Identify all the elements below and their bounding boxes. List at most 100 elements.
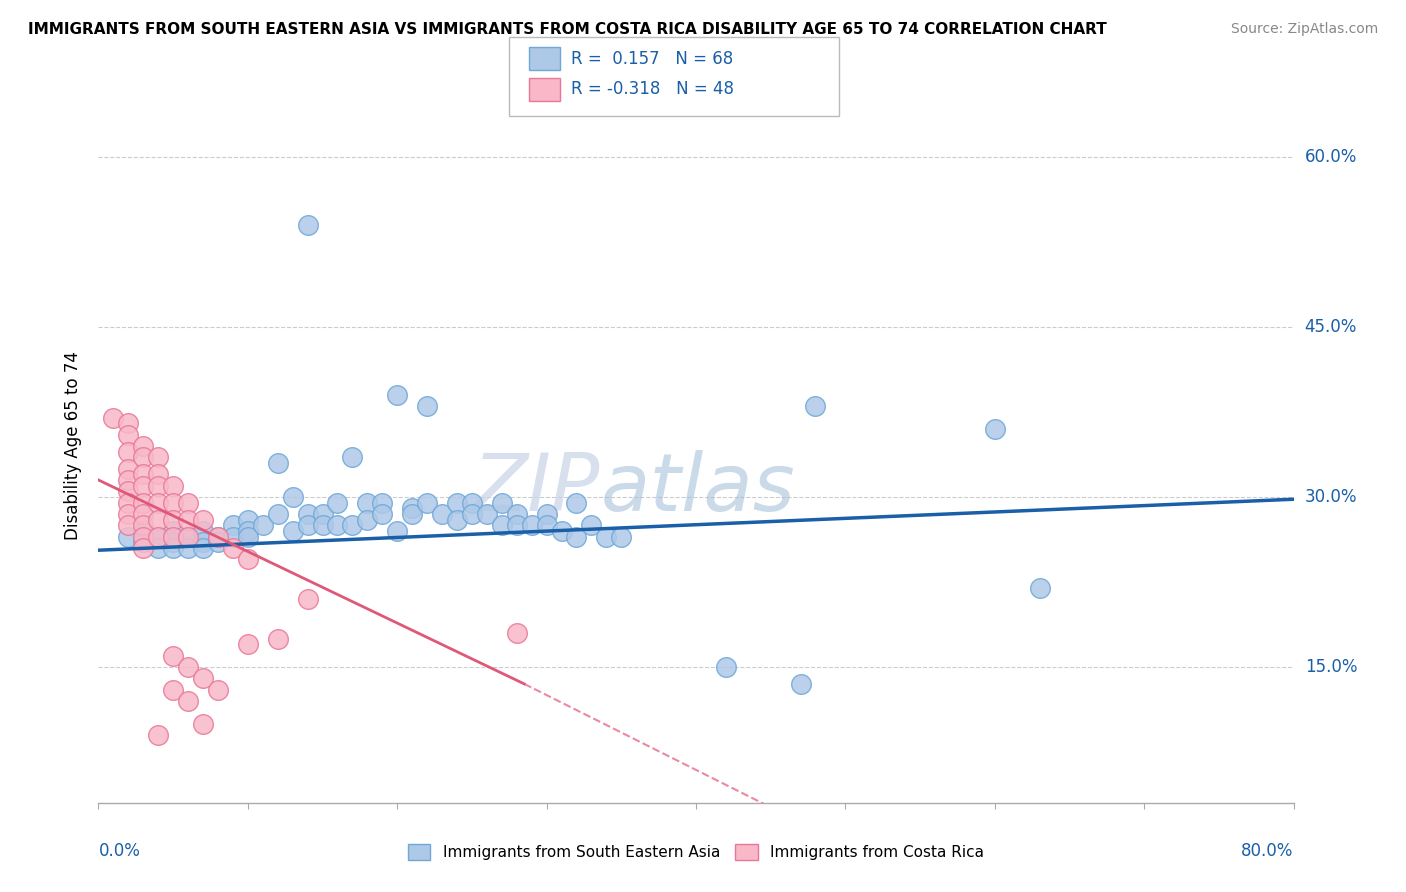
Point xyxy=(506,507,529,521)
Point xyxy=(267,507,290,521)
Point xyxy=(132,495,155,509)
Point xyxy=(191,513,214,527)
Point xyxy=(117,530,139,544)
Point xyxy=(371,507,394,521)
Text: R =  0.157   N = 68: R = 0.157 N = 68 xyxy=(571,50,733,68)
Point xyxy=(356,495,378,509)
Point xyxy=(1028,581,1050,595)
Point xyxy=(117,495,139,509)
Point xyxy=(804,400,827,414)
Point xyxy=(191,535,214,549)
Point xyxy=(475,507,498,521)
Point xyxy=(191,541,214,555)
Point xyxy=(162,648,184,663)
Point xyxy=(117,427,139,442)
Point xyxy=(236,637,259,651)
Point xyxy=(297,518,319,533)
Point xyxy=(491,518,513,533)
Point xyxy=(117,461,139,475)
Point xyxy=(565,530,588,544)
Point xyxy=(162,524,184,538)
Text: IMMIGRANTS FROM SOUTH EASTERN ASIA VS IMMIGRANTS FROM COSTA RICA DISABILITY AGE : IMMIGRANTS FROM SOUTH EASTERN ASIA VS IM… xyxy=(28,22,1107,37)
Point xyxy=(162,495,184,509)
Point xyxy=(446,495,468,509)
Point xyxy=(536,518,558,533)
Text: 60.0%: 60.0% xyxy=(1305,148,1357,166)
Point xyxy=(148,450,170,465)
Point xyxy=(177,660,200,674)
Point xyxy=(565,495,588,509)
Point xyxy=(714,660,737,674)
Point xyxy=(461,507,484,521)
Point xyxy=(430,507,453,521)
Point xyxy=(281,490,304,504)
Point xyxy=(550,524,572,538)
Point xyxy=(117,417,139,431)
Point xyxy=(506,518,529,533)
Point xyxy=(177,694,200,708)
Point xyxy=(401,501,423,516)
Point xyxy=(191,716,214,731)
Point xyxy=(385,388,409,402)
Point xyxy=(132,507,155,521)
Point xyxy=(177,513,200,527)
Point xyxy=(446,513,468,527)
Point xyxy=(236,524,259,538)
Text: atlas: atlas xyxy=(600,450,796,528)
Point xyxy=(595,530,617,544)
Point xyxy=(162,541,184,555)
Text: 15.0%: 15.0% xyxy=(1305,658,1357,676)
Point xyxy=(311,507,333,521)
Point xyxy=(416,495,439,509)
Text: 30.0%: 30.0% xyxy=(1305,488,1357,506)
Point xyxy=(222,541,245,555)
Point xyxy=(177,530,200,544)
Text: 45.0%: 45.0% xyxy=(1305,318,1357,336)
Point xyxy=(416,400,439,414)
Text: 80.0%: 80.0% xyxy=(1241,842,1294,860)
Point xyxy=(148,467,170,482)
Point xyxy=(132,524,155,538)
Legend: Immigrants from South Eastern Asia, Immigrants from Costa Rica: Immigrants from South Eastern Asia, Immi… xyxy=(401,838,991,866)
Point xyxy=(148,478,170,492)
Point xyxy=(371,495,394,509)
Point xyxy=(117,444,139,458)
Point xyxy=(236,513,259,527)
Point xyxy=(148,495,170,509)
Point xyxy=(117,484,139,499)
Point xyxy=(162,682,184,697)
Point xyxy=(132,478,155,492)
Point xyxy=(117,518,139,533)
Point xyxy=(162,535,184,549)
Point xyxy=(207,535,229,549)
Point xyxy=(342,518,364,533)
Point xyxy=(520,518,543,533)
Point xyxy=(207,530,229,544)
Point xyxy=(236,552,259,566)
Point xyxy=(191,524,214,538)
Point xyxy=(461,495,484,509)
Point xyxy=(536,507,558,521)
Point xyxy=(401,507,423,521)
Text: ZIP: ZIP xyxy=(472,450,600,528)
Point xyxy=(148,530,170,544)
Text: R = -0.318   N = 48: R = -0.318 N = 48 xyxy=(571,80,734,98)
Point xyxy=(162,530,184,544)
Point xyxy=(342,450,364,465)
Point xyxy=(789,677,811,691)
Y-axis label: Disability Age 65 to 74: Disability Age 65 to 74 xyxy=(65,351,83,541)
Point xyxy=(311,518,333,533)
Point xyxy=(103,410,125,425)
Point xyxy=(148,530,170,544)
Point xyxy=(132,450,155,465)
Point xyxy=(610,530,633,544)
Point xyxy=(581,518,603,533)
Point xyxy=(252,518,274,533)
Text: 0.0%: 0.0% xyxy=(98,842,141,860)
Point xyxy=(132,530,155,544)
Point xyxy=(984,422,1007,436)
Point xyxy=(356,513,378,527)
Point xyxy=(207,530,229,544)
Point xyxy=(222,518,245,533)
Point xyxy=(177,541,200,555)
